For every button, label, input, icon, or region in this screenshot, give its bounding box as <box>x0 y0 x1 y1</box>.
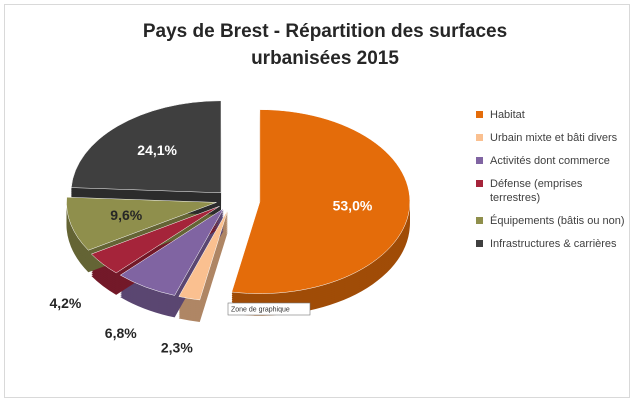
data-label: 2,3% <box>161 340 193 356</box>
slice <box>66 196 217 251</box>
tooltip-box <box>227 302 311 316</box>
data-label: 6,8% <box>105 325 137 341</box>
legend-item: Activités dont commerce <box>476 154 626 168</box>
legend-item: Urbain mixte et bâti divers <box>476 131 626 145</box>
legend-label: Habitat <box>490 109 525 121</box>
slice <box>231 109 411 294</box>
data-label: 24,1% <box>137 142 177 158</box>
data-label: 9,6% <box>110 207 142 223</box>
tooltip: Zone de graphique <box>227 302 311 316</box>
legend-label: Infrastructures & carrières <box>490 238 617 250</box>
legend-item: Défense (emprises terrestres) <box>476 177 626 205</box>
legend-swatch <box>476 180 483 187</box>
legend-swatch <box>476 134 483 141</box>
legend-item: Équipements (bâtis ou non) <box>476 214 626 228</box>
legend: Habitat Urbain mixte et bâti divers Activi… <box>476 108 626 260</box>
slice <box>119 208 224 296</box>
legend-swatch <box>476 217 483 224</box>
chart-frame <box>4 4 630 398</box>
legend-swatch <box>476 240 483 247</box>
legend-label: Activités dont commerce <box>490 155 610 167</box>
legend-label: Défense (emprises terrestres) <box>490 178 583 204</box>
slice <box>70 100 222 194</box>
slice <box>178 209 229 301</box>
data-label: 4,2% <box>49 295 81 311</box>
data-label: 53,0% <box>333 198 373 214</box>
legend-swatch <box>476 111 483 118</box>
legend-swatch <box>476 157 483 164</box>
legend-item: Habitat <box>476 108 626 122</box>
tooltip-text: Zone de graphique <box>231 306 290 313</box>
legend-item: Infrastructures & carrières <box>476 237 626 251</box>
slice <box>90 205 220 274</box>
chart-title: Pays de Brest - Répartition des surfaces… <box>142 21 508 69</box>
legend-label: Urbain mixte et bâti divers <box>490 132 618 144</box>
legend-label: Équipements (bâtis ou non) <box>490 215 625 227</box>
